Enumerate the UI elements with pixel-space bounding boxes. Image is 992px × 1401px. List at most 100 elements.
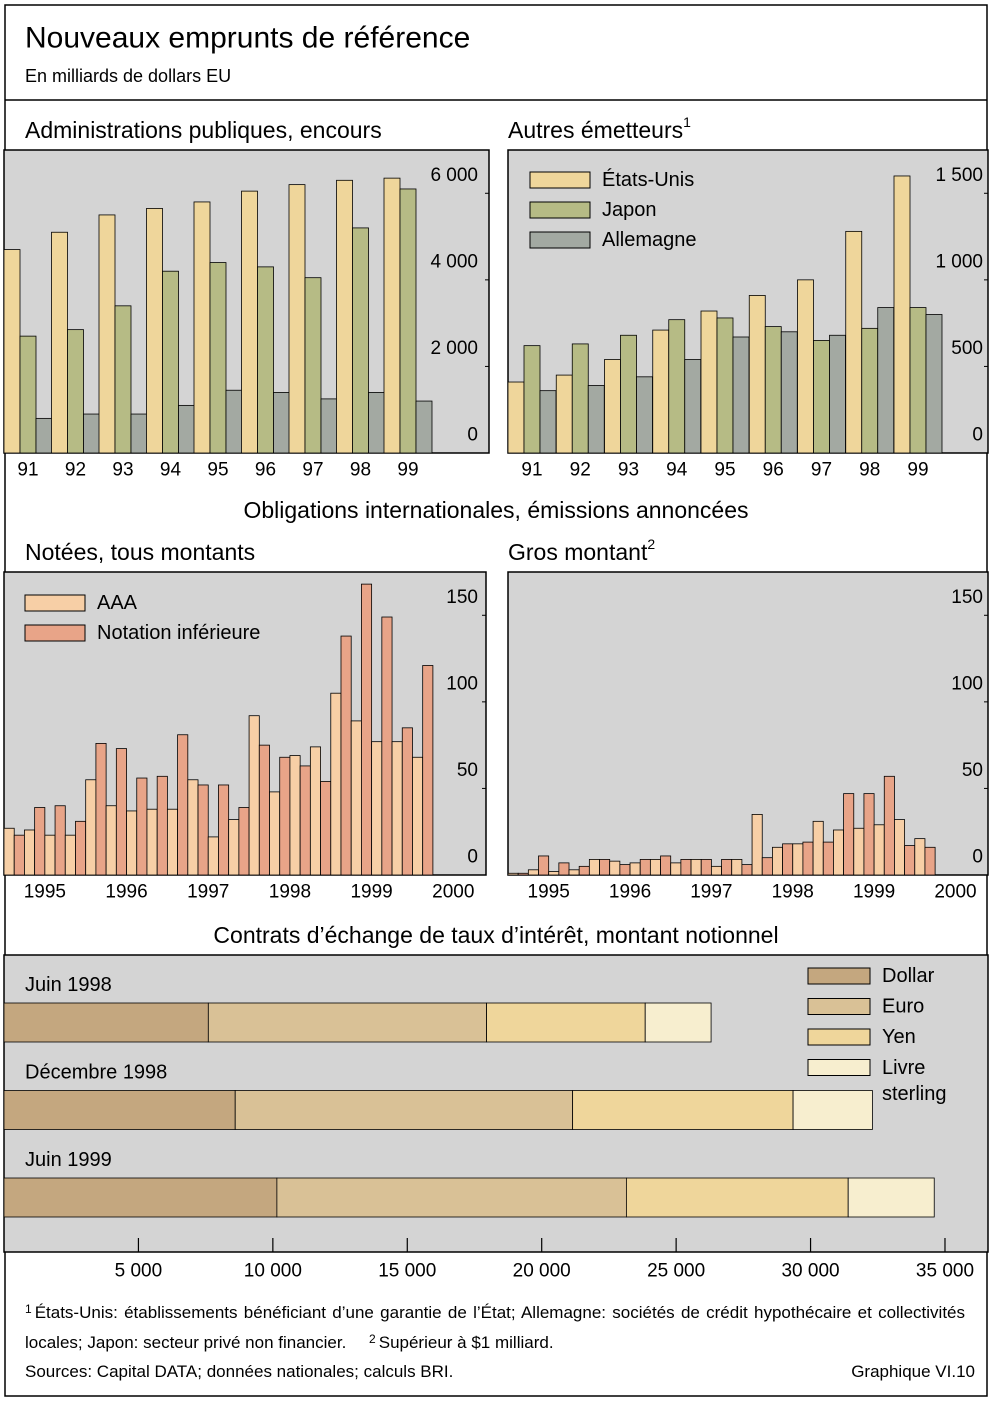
bar	[538, 855, 550, 876]
panel-title: Notées, tous montants	[25, 539, 255, 565]
panel-title: Autres émetteurs1	[508, 114, 691, 143]
bar	[126, 810, 138, 876]
bar	[114, 305, 132, 454]
legend-label: Allemagne	[602, 229, 697, 251]
bar	[279, 756, 291, 876]
bar	[166, 808, 179, 876]
bar	[238, 807, 250, 876]
x-tick-label: 1995	[528, 882, 570, 903]
bar	[764, 326, 782, 454]
bar	[13, 834, 25, 876]
bar	[75, 820, 87, 876]
x-tick-label: 92	[65, 460, 86, 481]
bar	[258, 744, 270, 876]
x-tick-label: 25 000	[647, 1261, 705, 1282]
bar-segment	[792, 1090, 873, 1130]
bar	[64, 834, 76, 876]
bar	[54, 805, 66, 876]
bar	[156, 775, 168, 876]
bar	[415, 400, 433, 454]
bar	[761, 857, 773, 876]
x-tick-label: 30 000	[781, 1261, 839, 1282]
panel-title: Contrats d’échange de taux d’intérêt, mo…	[213, 922, 778, 948]
bar	[527, 869, 539, 876]
bar	[399, 188, 417, 454]
x-tick-label: 1997	[690, 882, 732, 903]
bar	[269, 791, 281, 876]
bar	[751, 814, 763, 876]
bar	[843, 793, 855, 876]
bar	[813, 340, 830, 454]
legend-swatch	[24, 624, 86, 642]
bar	[845, 230, 863, 454]
bar	[3, 827, 15, 876]
bar	[85, 779, 97, 876]
bar	[228, 819, 240, 876]
bar	[368, 391, 385, 454]
bar	[877, 307, 895, 454]
bar	[299, 765, 311, 876]
bar	[391, 741, 403, 876]
x-tick-label: 5 000	[115, 1261, 163, 1282]
legend-swatch	[807, 998, 871, 1015]
bar	[772, 846, 783, 876]
section-title: Obligations internationales, émissions a…	[243, 497, 748, 523]
bar	[539, 390, 557, 454]
bar	[833, 829, 844, 876]
bar	[660, 855, 672, 876]
bar	[680, 859, 692, 876]
x-tick-label: 2000	[934, 882, 976, 903]
x-tick-label: 1998	[269, 882, 311, 903]
x-tick-label: 91	[521, 460, 542, 481]
y-tick-label: 1 000	[935, 251, 983, 272]
bar	[568, 869, 580, 876]
bar-segment	[234, 1090, 574, 1130]
row-label: Juin 1998	[25, 974, 112, 996]
bar	[207, 836, 219, 876]
bar	[812, 820, 824, 876]
bar	[146, 208, 163, 454]
y-tick-label: 50	[457, 760, 478, 781]
bar	[136, 777, 148, 876]
bar	[209, 262, 227, 454]
bar	[178, 404, 195, 454]
bar-segment	[572, 1090, 794, 1130]
y-tick-label: 4 000	[430, 251, 478, 272]
bar	[893, 175, 911, 454]
bar	[218, 784, 230, 876]
footnotes: 1 États-Unis: établissements bénéficiant …	[25, 1296, 965, 1356]
bar	[361, 583, 373, 876]
bar	[350, 720, 362, 876]
bar	[853, 827, 865, 876]
bar	[517, 872, 529, 876]
panel-title-text: Autres émetteurs	[508, 117, 683, 143]
bar	[381, 616, 393, 876]
x-tick-label: 95	[714, 460, 735, 481]
bar	[629, 862, 641, 876]
y-tick-label: 100	[446, 673, 478, 694]
bar	[241, 190, 258, 454]
y-tick-label: 0	[467, 425, 478, 446]
x-tick-label: 2000	[432, 882, 474, 903]
y-tick-label: 50	[962, 760, 983, 781]
bar	[162, 270, 179, 454]
bar	[731, 859, 743, 876]
x-tick-label: 1997	[187, 882, 229, 903]
legend-label: Dollar	[882, 965, 935, 987]
bar	[822, 841, 834, 876]
bar	[649, 859, 661, 876]
bar	[507, 872, 519, 876]
x-tick-label: 1996	[609, 882, 651, 903]
bar	[690, 859, 702, 876]
row-label: Juin 1999	[25, 1149, 112, 1171]
bar	[555, 374, 573, 454]
bar	[588, 859, 600, 876]
bar-segment	[3, 1090, 236, 1130]
footnote-marker: 2	[369, 1332, 376, 1346]
x-tick-label: 1999	[350, 882, 392, 903]
y-tick-label: 2 000	[430, 338, 478, 359]
bar	[732, 336, 750, 454]
bar-segment	[644, 1002, 712, 1043]
